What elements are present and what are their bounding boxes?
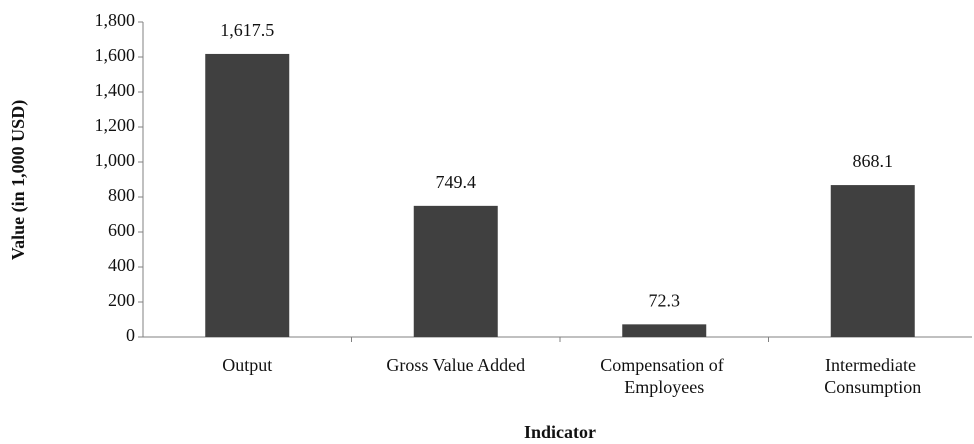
x-tick-label-line: Employees: [624, 377, 704, 397]
bar: [205, 53, 290, 337]
y-tick-label: 800: [108, 185, 135, 205]
x-tick-label-line: Compensation of: [600, 355, 728, 375]
y-tick-label: 600: [108, 220, 135, 240]
x-tick-label: Output: [222, 355, 272, 375]
data-label: 749.4: [436, 172, 477, 192]
bar: [830, 185, 915, 337]
x-tick-label: Intermediate Consumption: [824, 355, 921, 397]
y-tick-label: 1,400: [95, 80, 136, 100]
y-tick-label: 1,600: [95, 45, 136, 65]
x-tick-label: Compensation of Employees: [600, 355, 728, 397]
y-tick-label: 200: [108, 290, 135, 310]
y-tick-label: 1,200: [95, 115, 136, 135]
y-tick-label: 0: [126, 325, 135, 345]
data-label: 72.3: [649, 290, 681, 310]
y-tick-label: 1,800: [95, 10, 136, 30]
y-axis-title: Value (in 1,000 USD): [8, 100, 29, 260]
bar: [622, 324, 707, 337]
x-tick-label-line: Consumption: [824, 377, 921, 397]
y-tick-label: 400: [108, 255, 135, 275]
bar: [413, 205, 498, 337]
x-axis-title: Indicator: [524, 422, 596, 442]
x-tick-label-line: Intermediate: [825, 355, 920, 375]
y-tick-label: 1,000: [95, 150, 136, 170]
data-label: 1,617.5: [220, 20, 274, 40]
data-label: 868.1: [853, 151, 894, 171]
x-tick-label: Gross Value Added: [386, 355, 525, 375]
